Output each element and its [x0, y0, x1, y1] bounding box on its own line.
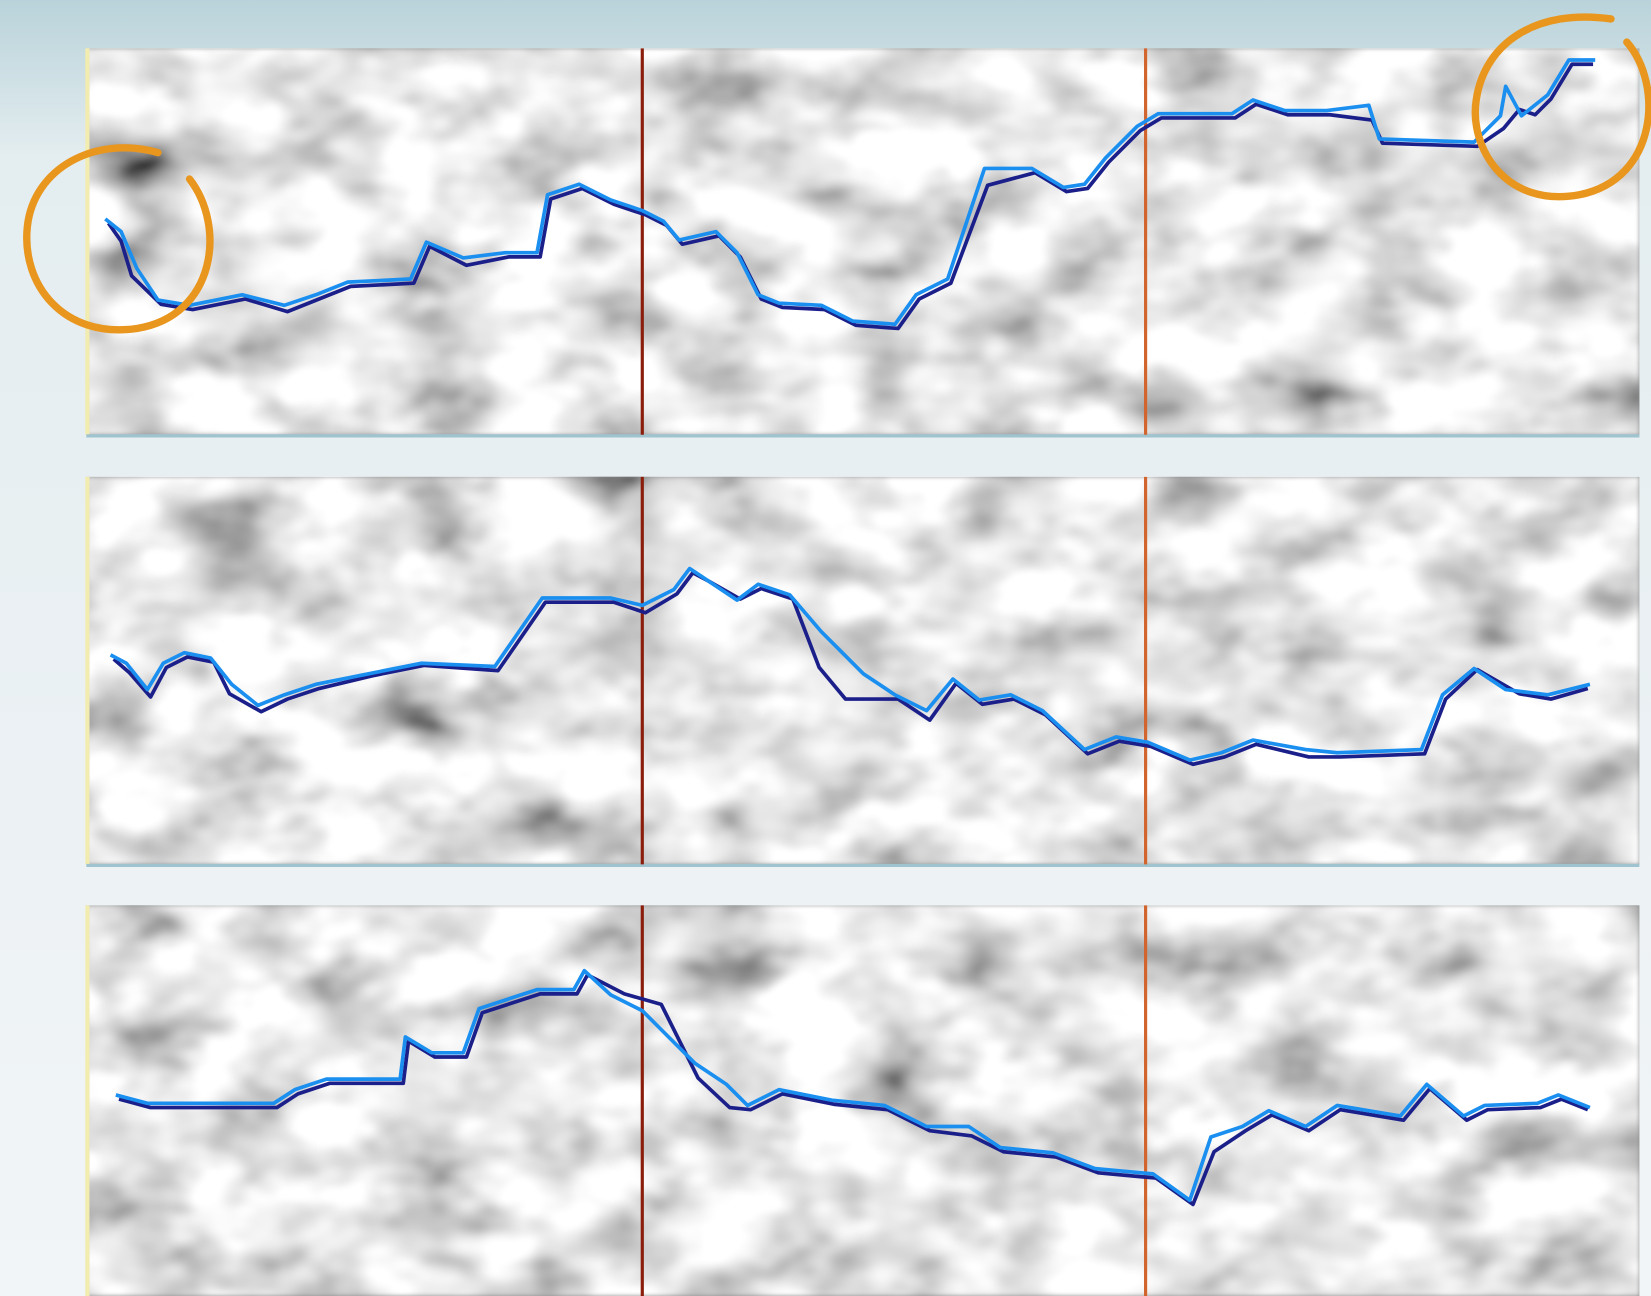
seismic-image: [86, 905, 1639, 1296]
screenshot: [0, 0, 1651, 1296]
seismic-image: [86, 477, 1639, 864]
panel-1: [86, 48, 1639, 435]
page: {}: [0, 0, 1651, 1296]
seismic-image: [86, 48, 1639, 434]
panel-3: [86, 905, 1639, 1296]
